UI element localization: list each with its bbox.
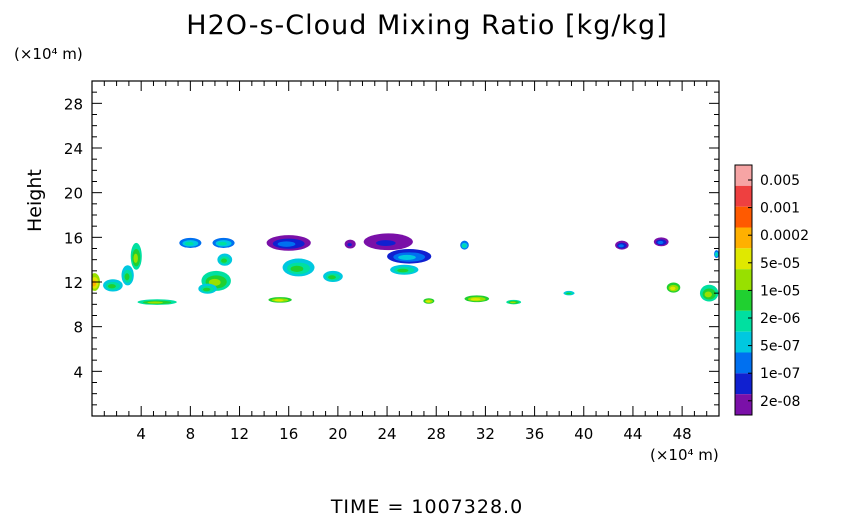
cloud-patch-core: [274, 299, 284, 302]
colorbar-label: 5e-07: [760, 339, 800, 355]
colorbar-segment: [735, 310, 752, 332]
colorbar-segment: [735, 165, 752, 186]
colorbar-label: 0.001: [760, 201, 800, 217]
cloud-patch-core: [107, 284, 116, 289]
x-tick-label: 44: [623, 425, 642, 443]
cloud-patch-core: [462, 244, 466, 248]
x-tick-label: 48: [673, 425, 692, 443]
cloud-patch-core: [509, 301, 516, 304]
colorbar: 0.005 0.001 0.0002 5e-05 1e-05 2e-06 5e-07 1e-0…: [734, 164, 809, 416]
time-label: TIME = 1007328.0: [330, 496, 524, 518]
x-tick-label: 32: [476, 425, 495, 443]
colorbar-segment: [735, 248, 752, 270]
x-tick-label: 20: [328, 425, 347, 443]
y-tick-label: 24: [64, 140, 83, 158]
cloud-patch-core: [566, 292, 571, 295]
colorbar-segment: [735, 227, 752, 249]
cloud-patch-core: [328, 275, 336, 280]
y-tick-label: 16: [64, 229, 83, 247]
cloud-patch-core: [147, 301, 164, 304]
colorbar-label: 0.0002: [760, 228, 809, 244]
x-tick-label: 40: [574, 425, 593, 443]
colorbar-segment: [735, 185, 752, 207]
cloud-patch-core: [290, 265, 304, 272]
x-tick-label: 8: [186, 425, 196, 443]
colorbar-segment: [735, 352, 752, 374]
cloud-patch-core: [347, 243, 352, 247]
y-unit-label: (×10⁴ m): [14, 45, 83, 63]
x-tick-label: 16: [279, 425, 298, 443]
x-tick-label: 4: [136, 425, 146, 443]
cloud-patch-core: [470, 298, 481, 301]
colorbar-label: 0.005: [760, 173, 800, 189]
colorbar-segment: [735, 331, 752, 353]
cloud-patch-core: [208, 278, 221, 286]
cloud-patch-core: [184, 241, 194, 246]
cloud-patch-core: [124, 273, 130, 281]
colorbar-segment: [735, 206, 752, 228]
x-tick-label: 12: [230, 425, 249, 443]
cloud-patch-core: [375, 240, 396, 246]
cloud-patch-core: [715, 253, 718, 257]
cloud-patch-core: [277, 241, 296, 247]
x-unit-label: (×10⁴ m): [650, 446, 719, 464]
y-tick-label: 20: [64, 185, 83, 203]
y-tick-label: 28: [64, 95, 83, 113]
colorbar-label: 2e-08: [760, 394, 800, 410]
colorbar-label: 1e-07: [760, 366, 800, 382]
cloud-patch-core: [133, 253, 138, 264]
colorbar-label: 2e-06: [760, 311, 800, 327]
cloud-field: [92, 233, 719, 305]
cloud-patch-core: [670, 286, 676, 291]
cloud-patch-core: [618, 244, 624, 248]
cloud-patch-core: [397, 268, 409, 273]
cloud-patch-core: [221, 258, 227, 263]
colorbar-segment: [735, 373, 752, 395]
x-tick-label: 36: [525, 425, 544, 443]
y-tick-label: 12: [64, 274, 83, 292]
cloud-patch-core: [218, 241, 227, 246]
y-tick-label: 4: [73, 363, 83, 381]
cloud-patch-core: [426, 300, 431, 303]
cloud-patch-core: [202, 287, 211, 292]
x-tick-label: 24: [378, 425, 397, 443]
cloud-patch-core: [398, 254, 416, 260]
x-tick-label: 28: [427, 425, 446, 443]
y-tick-label: 8: [73, 319, 83, 337]
colorbar-label: 5e-05: [760, 256, 800, 272]
cloud-patch-core: [657, 240, 664, 245]
cloud-patch-core: [704, 291, 712, 298]
colorbar-segment: [735, 290, 752, 311]
chart-title: H2O-s-Cloud Mixing Ratio [kg/kg]: [186, 10, 668, 41]
colorbar-label: 1e-05: [760, 283, 800, 299]
colorbar-segment: [735, 394, 752, 415]
colorbar-segment: [735, 269, 752, 290]
